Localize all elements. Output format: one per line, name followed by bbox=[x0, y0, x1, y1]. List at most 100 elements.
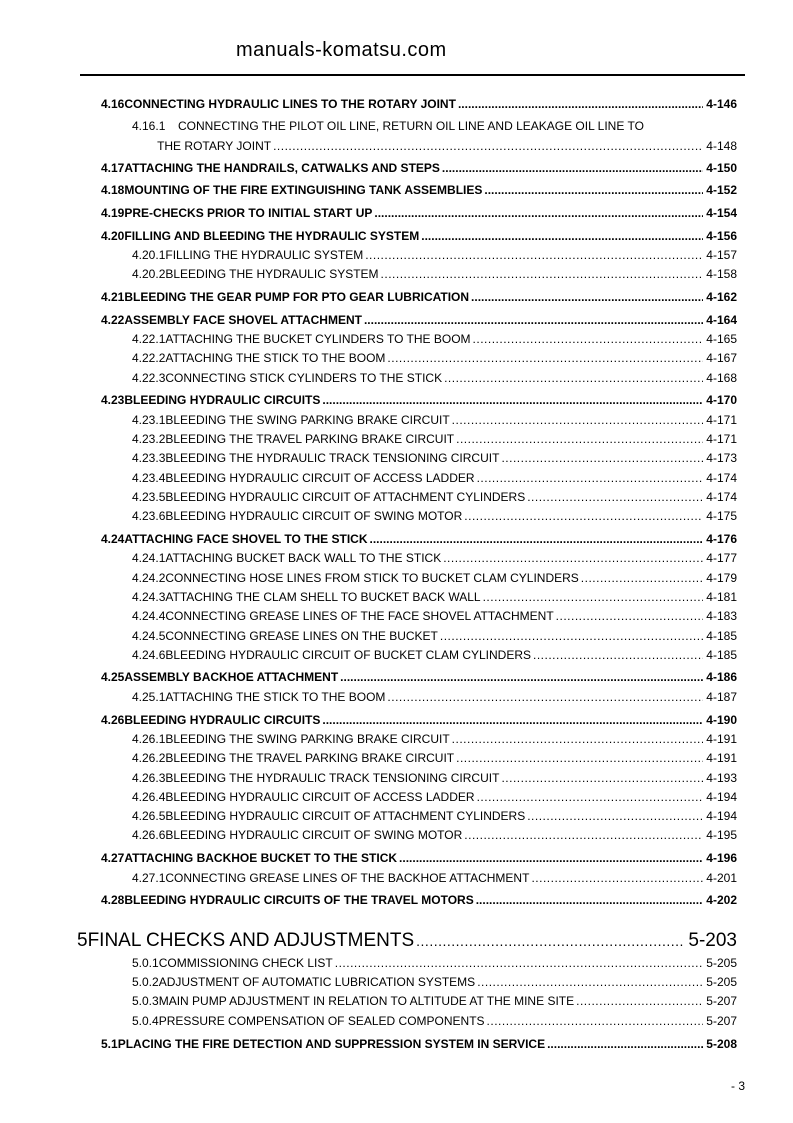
toc-entry-title: BLEEDING HYDRAULIC CIRCUIT OF ACCESS LAD… bbox=[165, 471, 475, 485]
toc-entry[interactable]: 4.24.4 CONNECTING GREASE LINES OF THE FAC… bbox=[132, 608, 737, 624]
toc-entry-number: 4.23.1 bbox=[132, 413, 166, 427]
toc-entry[interactable]: 4.24.1 ATTACHING BUCKET BACK WALL TO THE … bbox=[132, 550, 737, 566]
dot-leader bbox=[547, 1036, 703, 1052]
dot-leader bbox=[387, 350, 703, 366]
toc-entry-number: 4.27 bbox=[101, 851, 125, 865]
toc-entry-title: ATTACHING THE HANDRAILS, CATWALKS AND ST… bbox=[124, 161, 440, 175]
toc-entry-page: 4-162 bbox=[706, 290, 737, 304]
toc-entry[interactable]: 4.24.5 CONNECTING GREASE LINES ON THE BUC… bbox=[132, 628, 737, 644]
toc-entry-title: MOUNTING OF THE FIRE EXTINGUISHING TANK … bbox=[124, 183, 483, 197]
toc-entry-number: 4.24.5 bbox=[132, 629, 166, 643]
dot-leader bbox=[456, 431, 703, 447]
toc-entry[interactable]: 4.24.2 CONNECTING HOSE LINES FROM STICK T… bbox=[132, 570, 737, 586]
toc-entry[interactable]: 5.0.3 MAIN PUMP ADJUSTMENT IN RELATION TO… bbox=[132, 993, 737, 1009]
toc-entry[interactable]: 4.17 ATTACHING THE HANDRAILS, CATWALKS AN… bbox=[101, 160, 737, 176]
toc-entry-title: BLEEDING HYDRAULIC CIRCUIT OF ATTACHMENT… bbox=[165, 809, 526, 823]
toc-entry-title: BLEEDING HYDRAULIC CIRCUIT OF SWING MOTO… bbox=[165, 828, 463, 842]
toc-entry-page: 4-154 bbox=[706, 206, 737, 220]
toc-entry[interactable]: 4.27.1 CONNECTING GREASE LINES OF THE BAC… bbox=[132, 870, 737, 886]
toc-entry-number: 4.22 bbox=[101, 313, 125, 327]
toc-entry[interactable]: 4.16.1 CONNECTING THE PILOT OIL LINE, RET… bbox=[132, 118, 737, 134]
toc-entry-page: 4-164 bbox=[706, 313, 737, 327]
toc-entry[interactable]: 4.26.2 BLEEDING THE TRAVEL PARKING BRAKE … bbox=[132, 750, 737, 766]
toc-entry[interactable]: 4.19 PRE-CHECKS PRIOR TO INITIAL START UP… bbox=[101, 205, 737, 221]
toc-entry-number: 4.26 bbox=[101, 713, 125, 727]
toc-entry[interactable]: 4.24.3 ATTACHING THE CLAM SHELL TO BUCKET… bbox=[132, 589, 737, 605]
toc-entry[interactable]: 4.20 FILLING AND BLEEDING THE HYDRAULIC S… bbox=[101, 228, 737, 244]
toc-entry-title: BLEEDING THE HYDRAULIC TRACK TENSIONING … bbox=[165, 451, 500, 465]
toc-entry-number: 4.26.4 bbox=[132, 790, 166, 804]
toc-entry-page: 4-168 bbox=[706, 371, 737, 385]
toc-entry-title: THE ROTARY JOINT bbox=[157, 139, 272, 153]
toc-entry-number: 5.0.1 bbox=[132, 956, 159, 970]
toc-entry-page: 4-177 bbox=[706, 551, 737, 565]
toc-entry[interactable]: 4.22.3 CONNECTING STICK CYLINDERS TO THE … bbox=[132, 370, 737, 386]
toc-entry-page: 5-205 bbox=[706, 975, 737, 989]
toc-entry[interactable]: 4.22.1 ATTACHING THE BUCKET CYLINDERS TO … bbox=[132, 331, 737, 347]
toc-entry[interactable]: 4.23.1 BLEEDING THE SWING PARKING BRAKE C… bbox=[132, 412, 737, 428]
toc-entry[interactable]: 4.24.6 BLEEDING HYDRAULIC CIRCUIT OF BUCK… bbox=[132, 647, 737, 663]
toc-entry-title: ATTACHING THE STICK TO THE BOOM bbox=[165, 351, 386, 365]
toc-entry-number: 4.16.1 bbox=[132, 119, 166, 133]
toc-entry-number: 4.23.6 bbox=[132, 509, 166, 523]
toc-entry-title: BLEEDING HYDRAULIC CIRCUITS bbox=[124, 393, 321, 407]
toc-entry[interactable]: 4.26.6 BLEEDING HYDRAULIC CIRCUIT OF SWIN… bbox=[132, 827, 737, 843]
toc-entry-page: 4-194 bbox=[706, 809, 737, 823]
toc-entry-number: 4.16 bbox=[101, 97, 125, 111]
toc-entry-title: FINAL CHECKS AND ADJUSTMENTS bbox=[87, 930, 415, 951]
toc-entry-page: 4-195 bbox=[706, 828, 737, 842]
toc-entry-page: 4-194 bbox=[706, 790, 737, 804]
toc-entry-page: 4-148 bbox=[706, 139, 737, 153]
toc-entry[interactable]: 4.26.3 BLEEDING THE HYDRAULIC TRACK TENSI… bbox=[132, 770, 737, 786]
toc-entry-number: 5 bbox=[77, 930, 88, 951]
toc-entry-number: 4.24.6 bbox=[132, 648, 166, 662]
toc-entry-title: ATTACHING THE STICK TO THE BOOM bbox=[165, 690, 386, 704]
toc-entry[interactable]: 5.0.4 PRESSURE COMPENSATION OF SEALED COM… bbox=[132, 1013, 737, 1029]
toc-entry[interactable]: THE ROTARY JOINT 4-148 bbox=[132, 138, 737, 154]
toc-entry-page: 5-207 bbox=[706, 1014, 737, 1028]
toc-entry[interactable]: 4.26.1 BLEEDING THE SWING PARKING BRAKE C… bbox=[132, 731, 737, 747]
toc-entry[interactable]: 4.26.4 BLEEDING HYDRAULIC CIRCUIT OF ACCE… bbox=[132, 789, 737, 805]
toc-entry[interactable]: 4.26.5 BLEEDING HYDRAULIC CIRCUIT OF ATTA… bbox=[132, 808, 737, 824]
dot-leader bbox=[458, 96, 703, 112]
toc-entry-page: 4-174 bbox=[706, 471, 737, 485]
toc-entry-title: BLEEDING HYDRAULIC CIRCUIT OF SWING MOTO… bbox=[165, 509, 463, 523]
toc-entry-title: PRESSURE COMPENSATION OF SEALED COMPONEN… bbox=[158, 1014, 485, 1028]
toc-entry[interactable]: 4.27 ATTACHING BACKHOE BUCKET TO THE STIC… bbox=[101, 850, 737, 866]
toc-entry[interactable]: 5.0.2 ADJUSTMENT OF AUTOMATIC LUBRICATION… bbox=[132, 974, 737, 990]
toc-entry[interactable]: 4.23.6 BLEEDING HYDRAULIC CIRCUIT OF SWIN… bbox=[132, 508, 737, 524]
dot-leader bbox=[365, 247, 703, 263]
dot-leader bbox=[416, 929, 685, 953]
toc-entry-page: 4-196 bbox=[706, 851, 737, 865]
toc-entry[interactable]: 4.23.5 BLEEDING HYDRAULIC CIRCUIT OF ATTA… bbox=[132, 489, 737, 505]
dot-leader bbox=[399, 850, 703, 866]
toc-entry[interactable]: 4.23.3 BLEEDING THE HYDRAULIC TRACK TENSI… bbox=[132, 450, 737, 466]
dot-leader bbox=[581, 570, 704, 586]
toc-entry-title: BLEEDING THE SWING PARKING BRAKE CIRCUIT bbox=[165, 732, 450, 746]
dot-leader bbox=[533, 647, 703, 663]
toc-entry-number: 5.0.2 bbox=[132, 975, 159, 989]
toc-entry-number: 4.23.5 bbox=[132, 490, 166, 504]
toc-entry-title: ATTACHING THE CLAM SHELL TO BUCKET BACK … bbox=[165, 590, 481, 604]
dot-leader bbox=[501, 770, 703, 786]
toc-entry-page: 4-167 bbox=[706, 351, 737, 365]
toc-entry[interactable]: 4.18 MOUNTING OF THE FIRE EXTINGUISHING T… bbox=[101, 182, 737, 198]
toc-entry[interactable]: 4.28 BLEEDING HYDRAULIC CIRCUITS OF THE T… bbox=[101, 892, 737, 908]
toc-entry[interactable]: 4.23.2 BLEEDING THE TRAVEL PARKING BRAKE … bbox=[132, 431, 737, 447]
toc-entry[interactable]: 5.1 PLACING THE FIRE DETECTION AND SUPPRE… bbox=[101, 1036, 737, 1052]
toc-entry[interactable]: 4.21 BLEEDING THE GEAR PUMP FOR PTO GEAR … bbox=[101, 289, 737, 305]
toc-entry[interactable]: 4.16 CONNECTING HYDRAULIC LINES TO THE RO… bbox=[101, 96, 737, 112]
toc-entry-title: BLEEDING HYDRAULIC CIRCUIT OF BUCKET CLA… bbox=[165, 648, 531, 662]
toc-entry[interactable]: 4.23.4 BLEEDING HYDRAULIC CIRCUIT OF ACCE… bbox=[132, 470, 737, 486]
